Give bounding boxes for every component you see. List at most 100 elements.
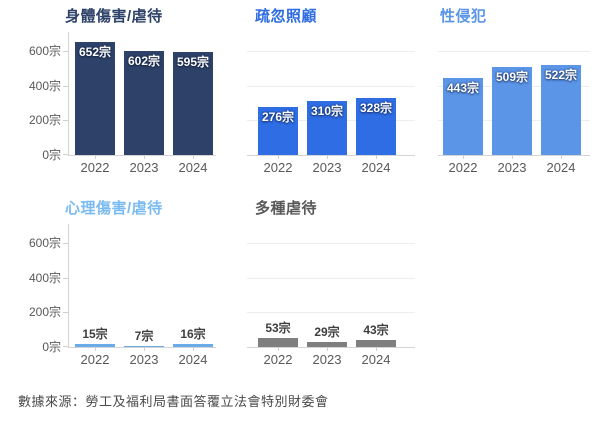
bar-value-label: 595宗 — [176, 54, 210, 69]
bar-2022[interactable] — [258, 337, 298, 347]
chart-title: 身體傷害/虐待 — [65, 8, 163, 25]
plot: 443宗 2022 509宗 2023 522宗 2024 — [438, 32, 590, 175]
plot: 652宗 2022 602宗 2023 595宗 2024 — [68, 32, 216, 175]
chart-title: 多種虐待 — [255, 200, 318, 217]
bar-value-label: 443宗 — [446, 81, 480, 96]
bar-2022[interactable] — [258, 107, 298, 155]
chart-plot-area: 53宗 2022 29宗 2023 43宗 2024 — [247, 224, 415, 367]
y-axis-tick-mark — [63, 277, 68, 279]
plot: 276宗 2022 310宗 2023 328宗 2024 — [247, 32, 415, 175]
x-axis-tick-mark — [144, 347, 145, 351]
bar-2024[interactable] — [173, 344, 213, 347]
x-axis-tick-label: 2023 — [312, 352, 342, 367]
x-axis-tick-mark — [144, 155, 145, 159]
bar-value-label: 509宗 — [495, 69, 529, 84]
bar-value-label: 16宗 — [180, 327, 206, 342]
chart-title: 心理傷害/虐待 — [65, 200, 163, 217]
plot: 53宗 2022 29宗 2023 43宗 2024 — [247, 224, 415, 367]
bar-value-label: 602宗 — [127, 53, 161, 68]
chart-plot-area: 600宗 400宗 200宗 0宗 652宗 2022 602宗 2023 595宗 2024 — [10, 32, 216, 175]
x-axis-tick-label: 2024 — [178, 352, 208, 367]
x-axis-tick-mark — [278, 155, 279, 159]
bar-2023[interactable] — [307, 341, 347, 347]
x-axis-tick-mark — [376, 155, 377, 159]
data-source-note: 數據來源：勞工及福利局書面答覆立法會特別財委會 — [18, 394, 329, 409]
bar-2022[interactable] — [443, 78, 483, 155]
bar-value-label: 29宗 — [314, 324, 340, 339]
chart-psychological-abuse: 心理傷害/虐待 600宗 400宗 200宗 0宗 15宗 2022 7宗 2023 16宗 2… — [10, 200, 216, 367]
x-axis-tick-mark — [193, 155, 194, 159]
bar-value-label: 328宗 — [359, 101, 393, 116]
bar-value-label: 276宗 — [261, 110, 295, 125]
y-axis-tick-label: 0宗 — [42, 148, 61, 162]
y-axis-tick-mark — [63, 346, 68, 347]
x-axis-tick-label: 2022 — [263, 160, 293, 175]
x-axis-tick-label: 2022 — [80, 352, 110, 367]
bar-2024[interactable] — [356, 339, 396, 347]
y-axis-tick-label: 0宗 — [42, 340, 61, 354]
y-axis-tick-mark — [63, 154, 68, 155]
y-axis-tick-mark — [63, 51, 68, 53]
chart-multiple-abuse: 多種虐待 53宗 2022 29宗 2023 43宗 2024 — [247, 200, 415, 367]
chart-physical-abuse: 身體傷害/虐待 600宗 400宗 200宗 0宗 652宗 2022 602宗 2023 5… — [10, 8, 216, 175]
chart-title: 性侵犯 — [440, 8, 487, 25]
x-axis-tick-mark — [512, 155, 513, 159]
x-axis-tick-label: 2023 — [312, 160, 342, 175]
x-axis-tick-mark — [95, 347, 96, 351]
x-axis-tick-label: 2024 — [546, 160, 576, 175]
bar-value-label: 652宗 — [78, 45, 112, 60]
bar-value-label: 310宗 — [310, 104, 344, 119]
x-axis-tick-mark — [327, 347, 328, 351]
x-axis-tick-mark — [95, 155, 96, 159]
bar-value-label: 53宗 — [265, 320, 291, 335]
y-axis-tick-mark — [63, 312, 68, 314]
bar-2023[interactable] — [307, 101, 347, 155]
bar-value-label: 43宗 — [363, 322, 389, 337]
y-axis-tick-mark — [63, 243, 68, 245]
x-axis-tick-label: 2022 — [263, 352, 293, 367]
bar-2022[interactable] — [75, 42, 115, 155]
gridline — [438, 51, 590, 52]
x-axis-tick-label: 2024 — [361, 352, 391, 367]
x-axis-tick-label: 2023 — [129, 160, 159, 175]
y-axis-tick-label: 200宗 — [28, 305, 61, 320]
y-axis-tick-label: 200宗 — [28, 113, 61, 128]
y-axis: 600宗 400宗 200宗 0宗 — [10, 224, 68, 354]
x-axis-tick-label: 2024 — [361, 160, 391, 175]
bar-2024[interactable] — [356, 98, 396, 155]
bar-2022[interactable] — [75, 344, 115, 347]
y-axis-tick-mark — [63, 120, 68, 122]
x-axis-tick-mark — [193, 347, 194, 351]
x-axis-tick-mark — [561, 155, 562, 159]
x-axis-tick-label: 2024 — [178, 160, 208, 175]
y-axis-tick-mark — [63, 85, 68, 87]
chart-title: 疏忽照顧 — [255, 8, 318, 25]
x-axis-tick-label: 2022 — [80, 160, 110, 175]
chart-plot-area: 276宗 2022 310宗 2023 328宗 2024 — [247, 32, 415, 175]
x-axis-tick-mark — [278, 347, 279, 351]
bar-2024[interactable] — [541, 64, 581, 155]
plot: 15宗 2022 7宗 2023 16宗 2024 — [68, 224, 216, 367]
y-axis-tick-label: 600宗 — [28, 236, 61, 251]
bar-2023[interactable] — [124, 50, 164, 155]
bar-2023[interactable] — [124, 345, 164, 347]
y-axis-tick-label: 400宗 — [28, 270, 61, 285]
x-axis-tick-mark — [376, 347, 377, 351]
bar-2024[interactable] — [173, 51, 213, 155]
chart-sexual-assault: 性侵犯 443宗 2022 509宗 2023 522宗 2024 — [438, 8, 590, 175]
gridline — [247, 86, 415, 87]
x-axis-tick-label: 2022 — [448, 160, 478, 175]
x-axis-tick-mark — [327, 155, 328, 159]
gridline — [247, 51, 415, 52]
chart-plot-area: 600宗 400宗 200宗 0宗 15宗 2022 7宗 2023 16宗 2024 — [10, 224, 216, 367]
gridline — [247, 312, 415, 313]
y-axis-tick-label: 400宗 — [28, 78, 61, 93]
bar-value-label: 7宗 — [134, 328, 154, 343]
bar-2023[interactable] — [492, 66, 532, 155]
chart-plot-area: 443宗 2022 509宗 2023 522宗 2024 — [438, 32, 590, 175]
y-axis-tick-label: 600宗 — [28, 44, 61, 59]
x-axis-tick-mark — [463, 155, 464, 159]
bar-value-label: 15宗 — [82, 327, 108, 342]
gridline — [247, 243, 415, 244]
chart-neglect: 疏忽照顧 276宗 2022 310宗 2023 328宗 2024 — [247, 8, 415, 175]
